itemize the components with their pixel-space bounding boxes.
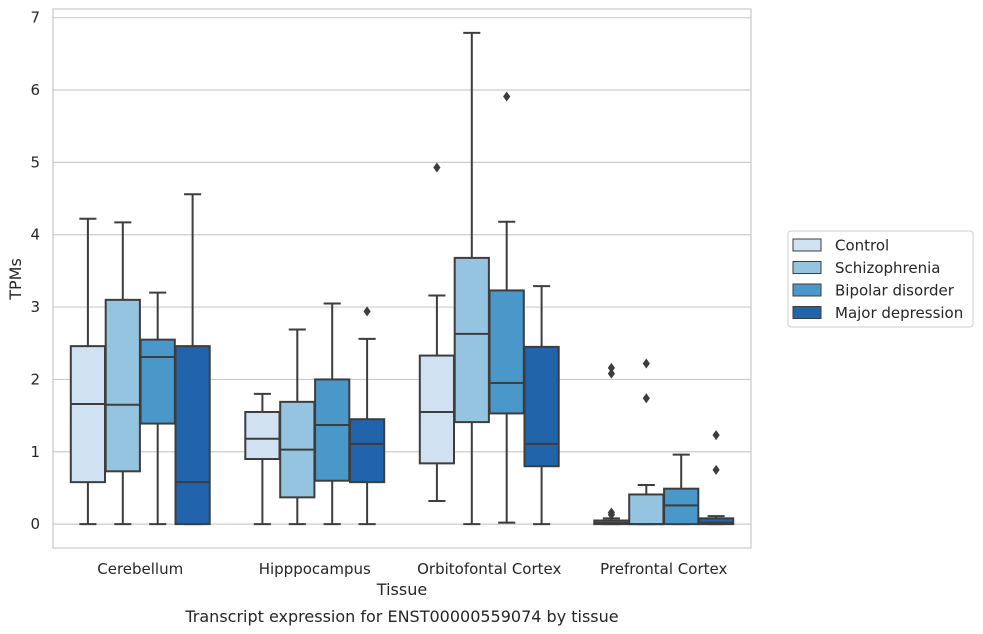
box-major-depression xyxy=(174,193,211,526)
outlier-point xyxy=(433,162,441,173)
box-control xyxy=(593,362,630,526)
iqr-box xyxy=(139,338,176,425)
iqr-box xyxy=(69,345,107,484)
y-tick-label: 0 xyxy=(30,515,40,533)
y-tick-label: 6 xyxy=(30,81,40,99)
iqr-box xyxy=(628,493,665,526)
y-tick-label: 3 xyxy=(30,298,40,316)
iqr-box xyxy=(453,256,490,424)
legend: Control Schizophrenia Bipolar disorder Majo… xyxy=(787,230,974,328)
x-axis-label: Tissue xyxy=(376,580,427,599)
outlier-point xyxy=(642,358,650,369)
plot-frame xyxy=(52,8,752,549)
box-bipolar-disorder xyxy=(488,91,525,524)
box-major-depression xyxy=(523,285,560,526)
x-tick-labels: Cerebellum Hipppocampus Orbitofontal Corte… xyxy=(97,560,727,578)
outlier-point xyxy=(712,430,720,441)
legend-swatch xyxy=(792,283,822,297)
y-axis-label: TPMs xyxy=(6,258,25,301)
x-tick-label: Hipppocampus xyxy=(259,560,371,578)
iqr-box xyxy=(348,418,386,484)
box-control xyxy=(69,217,107,526)
iqr-box xyxy=(104,298,141,473)
iqr-box xyxy=(314,378,351,482)
legend-swatch xyxy=(792,261,822,274)
legend-swatch xyxy=(792,238,822,252)
box-schizophrenia xyxy=(279,328,316,526)
legend-frame xyxy=(787,230,974,328)
box-control xyxy=(244,392,281,526)
iqr-box xyxy=(523,345,560,468)
box-bipolar-disorder xyxy=(314,302,351,526)
box-major-depression xyxy=(348,306,386,526)
x-tick-label: Orbitofontal Cortex xyxy=(417,560,561,578)
outlier-point xyxy=(607,368,615,379)
iqr-box xyxy=(244,410,281,461)
iqr-box xyxy=(174,345,211,526)
y-tick-label: 7 xyxy=(30,9,40,27)
box-major-depression xyxy=(697,430,735,526)
y-tick-label: 4 xyxy=(30,226,40,244)
box-schizophrenia xyxy=(104,221,141,526)
box-groups xyxy=(69,31,735,526)
y-tick-labels: 0 1 2 3 4 5 6 7 xyxy=(30,9,40,533)
outlier-point xyxy=(712,464,720,475)
outlier-point xyxy=(363,306,371,317)
box-schizophrenia xyxy=(453,31,490,526)
legend-entry: Control xyxy=(835,237,889,255)
box-bipolar-disorder xyxy=(139,291,176,526)
y-tick-label: 1 xyxy=(30,443,40,461)
outlier-point xyxy=(642,393,650,404)
chart-title: Transcript expression for ENST0000055907… xyxy=(184,607,618,626)
legend-entry: Major depression xyxy=(835,304,963,322)
legend-entry: Bipolar disorder xyxy=(835,282,955,300)
iqr-box xyxy=(488,289,525,415)
iqr-box xyxy=(663,487,700,526)
outlier-point xyxy=(607,509,615,520)
y-tick-label: 2 xyxy=(30,370,40,388)
outlier-point xyxy=(607,362,615,373)
x-tick-label: Cerebellum xyxy=(97,560,183,578)
legend-swatch xyxy=(792,306,822,319)
x-tick-label: Prefrontal Cortex xyxy=(600,560,727,578)
iqr-box xyxy=(697,517,735,526)
y-tick-label: 5 xyxy=(30,153,40,171)
outlier-point xyxy=(503,91,511,102)
box-control xyxy=(418,162,456,502)
legend-entry: Schizophrenia xyxy=(835,259,940,277)
iqr-box xyxy=(418,354,456,465)
box-bipolar-disorder xyxy=(663,453,700,526)
box-schizophrenia xyxy=(628,358,665,526)
